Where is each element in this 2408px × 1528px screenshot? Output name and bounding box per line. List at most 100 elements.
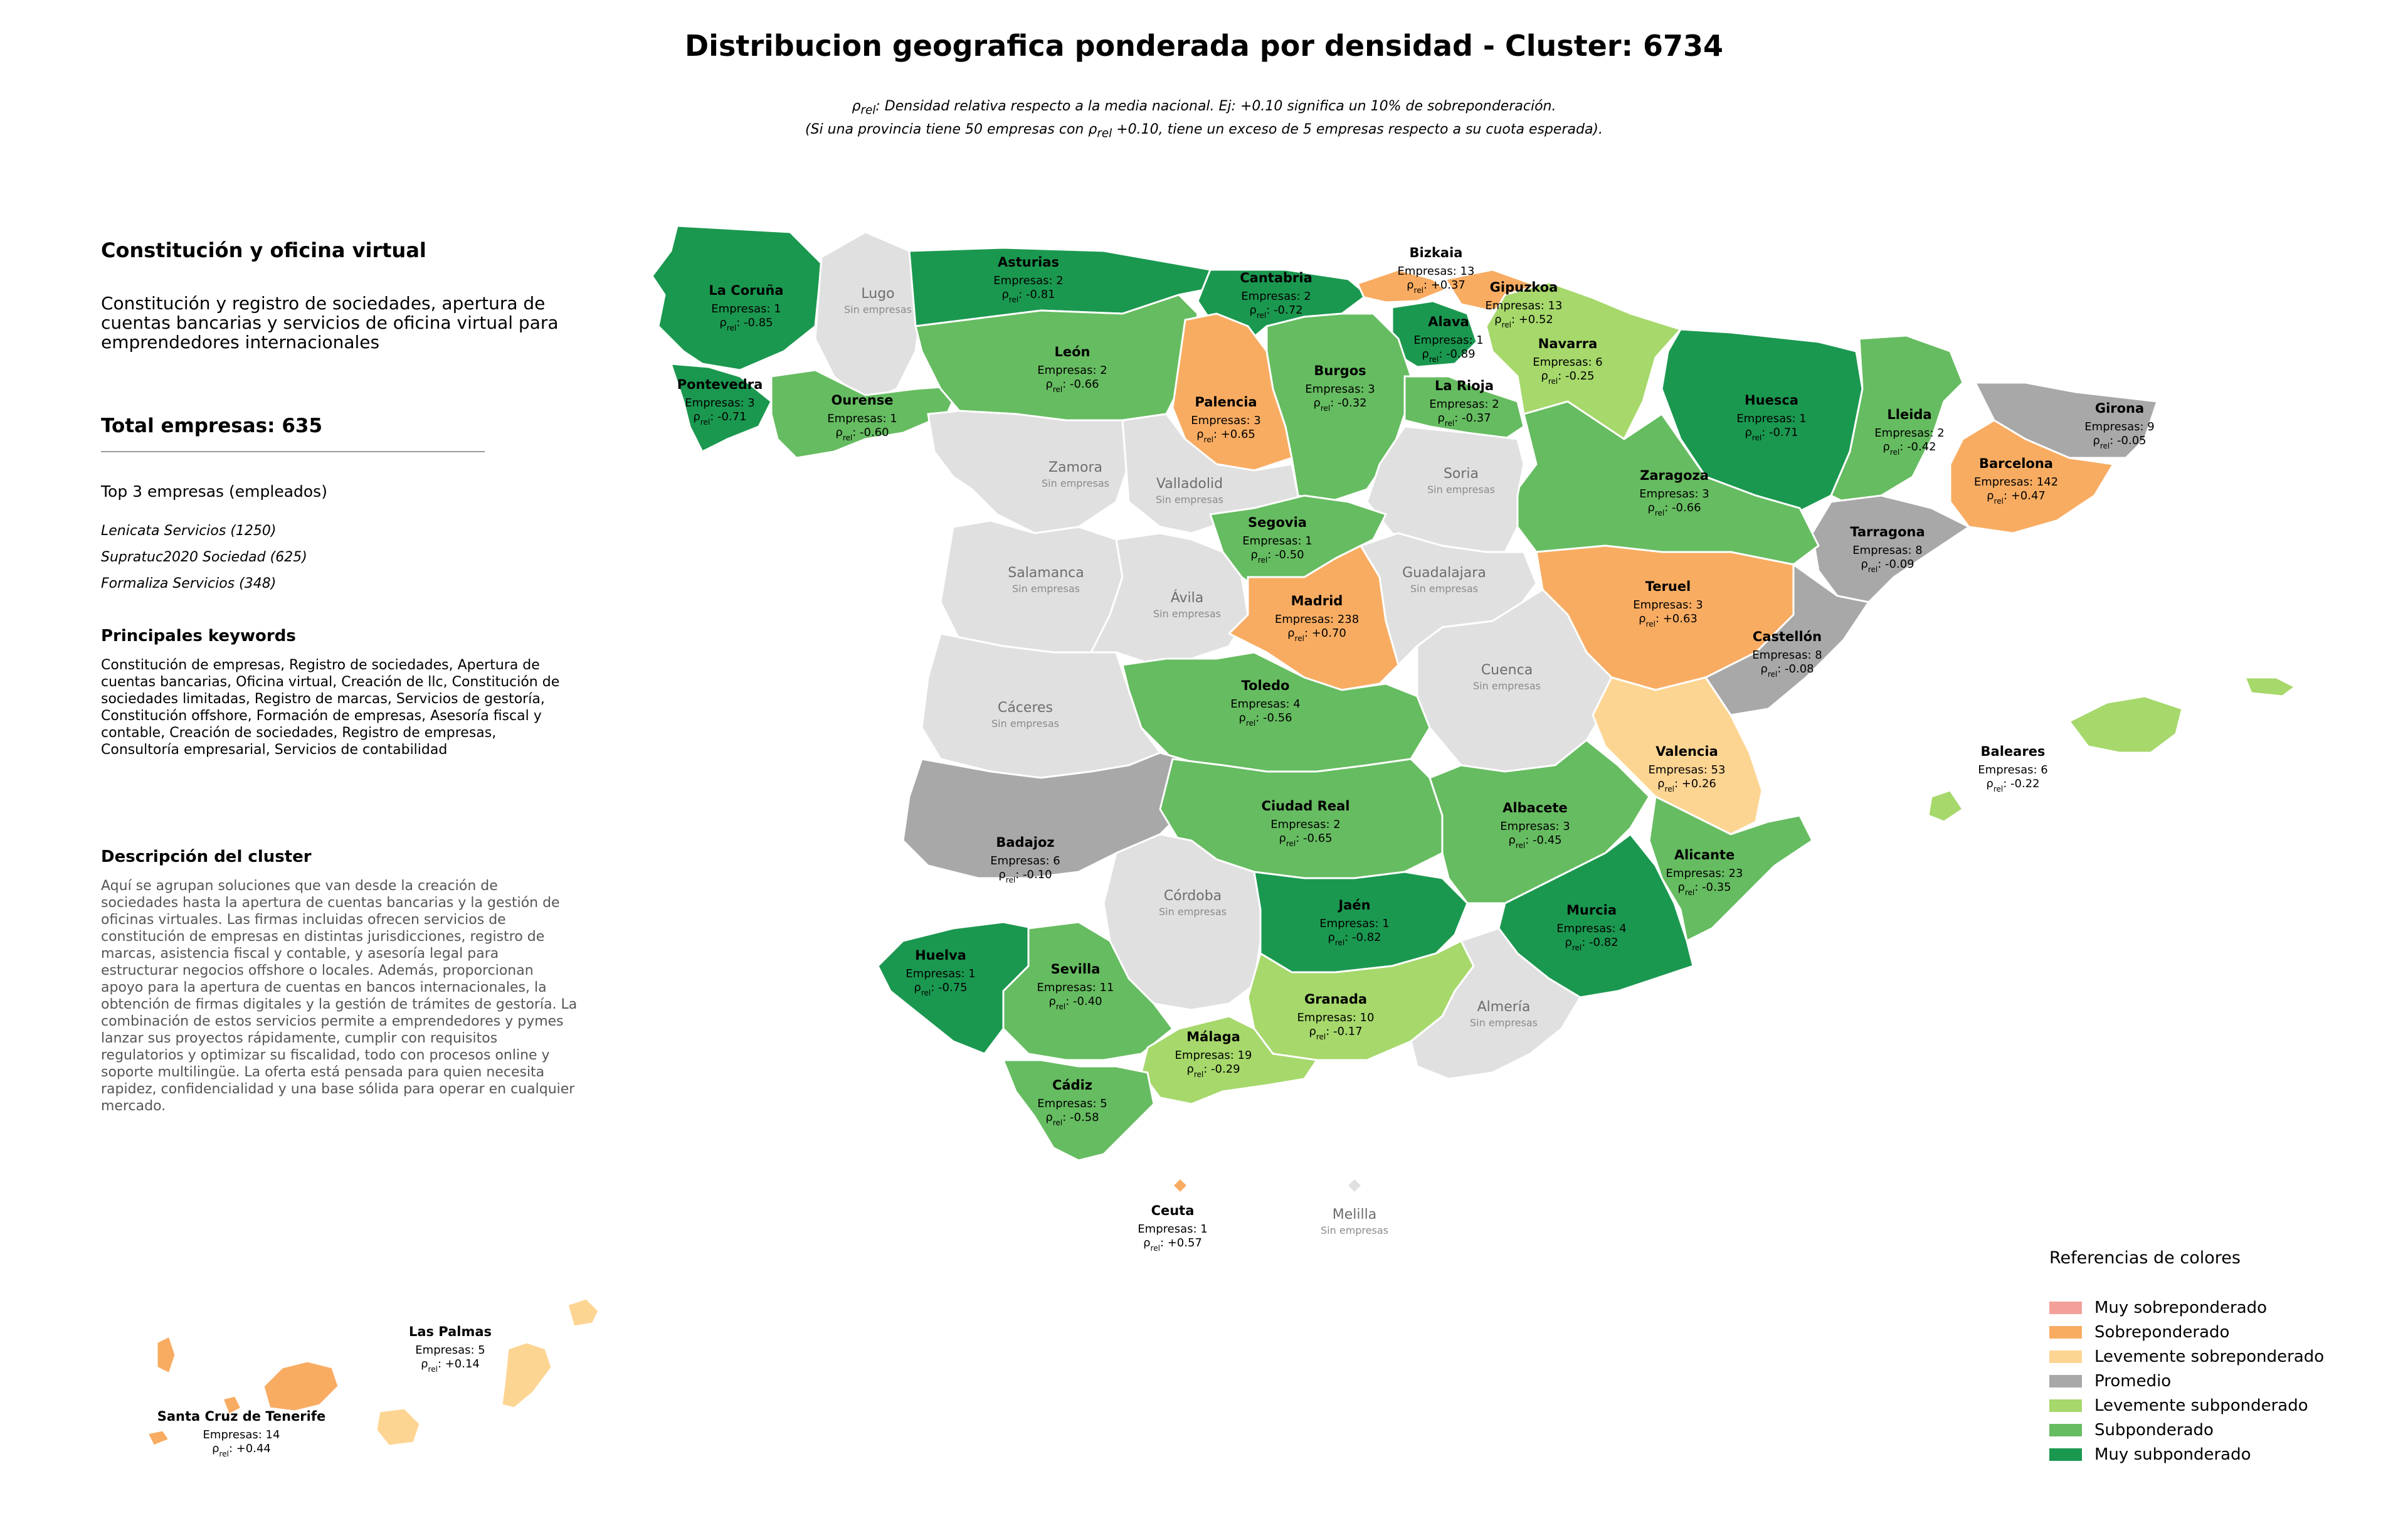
province-zamora[interactable] bbox=[927, 410, 1130, 534]
province-toledo[interactable] bbox=[1121, 651, 1431, 773]
province-albacete[interactable] bbox=[1428, 739, 1650, 905]
province-lleida[interactable] bbox=[1830, 334, 1964, 503]
province-label-cordoba: Córdoba Sin empresas bbox=[1159, 888, 1227, 918]
province-castellon[interactable] bbox=[1704, 563, 1871, 716]
province-label-caceres: Cáceres Sin empresas bbox=[991, 700, 1059, 730]
province-bizkaia[interactable] bbox=[1356, 268, 1447, 304]
legend-item: Sobreponderado bbox=[2049, 1320, 2400, 1344]
legend-item: Promedio bbox=[2049, 1369, 2400, 1393]
province-name: Almería bbox=[1477, 999, 1531, 1015]
companies-count: Empresas: 5 bbox=[1037, 1097, 1107, 1110]
companies-count: Empresas: 2 bbox=[1241, 290, 1311, 303]
top3-title: Top 3 empresas (empleados) bbox=[101, 482, 327, 501]
rel-subscript: rel bbox=[1097, 127, 1112, 141]
province-sevilla[interactable] bbox=[1002, 921, 1175, 1061]
color-legend: Referencias de colores Muy sobreponderad… bbox=[2049, 1248, 2400, 1467]
companies-count: Empresas: 3 bbox=[1305, 383, 1375, 396]
province-name: Córdoba bbox=[1164, 888, 1222, 904]
companies-count: Empresas: 6 bbox=[990, 854, 1060, 867]
province-label-santa-cruz-de-tenerife: Santa Cruz de Tenerife Empresas: 14ρrel: … bbox=[157, 1409, 326, 1458]
rho-value: ρrel: -0.66 bbox=[1647, 501, 1701, 517]
province-avila[interactable] bbox=[1089, 532, 1249, 666]
province-baleares[interactable] bbox=[1927, 676, 2297, 823]
companies-count: Empresas: 8 bbox=[1852, 544, 1922, 557]
description-title: Descripción del cluster bbox=[101, 847, 312, 866]
province-name: Castellón bbox=[1753, 629, 1822, 644]
rho-value: ρrel: -0.09 bbox=[1861, 558, 1914, 574]
legend-label: Sobreponderado bbox=[2094, 1322, 2230, 1342]
province-name: Murcia bbox=[1566, 903, 1617, 918]
province-pontevedra[interactable] bbox=[669, 363, 773, 454]
province-lugo[interactable] bbox=[814, 231, 923, 403]
province-la-coruna[interactable] bbox=[651, 225, 823, 371]
province-ceuta[interactable] bbox=[1171, 1176, 1190, 1195]
province-valladolid[interactable] bbox=[1121, 413, 1299, 534]
companies-count: Empresas: 2 bbox=[993, 274, 1063, 287]
no-companies-label: Sin empresas bbox=[991, 718, 1059, 730]
province-valencia[interactable] bbox=[1592, 676, 1763, 836]
companies-count: Empresas: 3 bbox=[1500, 820, 1570, 833]
province-name: Ourense bbox=[831, 393, 893, 408]
rho-value: ρrel: +0.63 bbox=[1639, 612, 1698, 629]
province-name: Salamanca bbox=[1008, 565, 1084, 581]
rho-value: ρrel: -0.82 bbox=[1565, 936, 1618, 952]
rho-value: ρrel: -0.08 bbox=[1760, 662, 1814, 679]
province-santa-cruz-de-tenerife[interactable] bbox=[145, 1334, 340, 1447]
province-name: Sevilla bbox=[1051, 962, 1101, 977]
companies-count: Empresas: 1 bbox=[711, 302, 781, 316]
province-barcelona[interactable] bbox=[1949, 419, 2115, 534]
province-name: La Rioja bbox=[1435, 378, 1494, 393]
province-tarragona[interactable] bbox=[1811, 494, 1971, 603]
province-malaga[interactable] bbox=[1140, 1015, 1319, 1105]
province-name: Girona bbox=[2095, 401, 2144, 416]
province-name: Melilla bbox=[1333, 1207, 1376, 1223]
province-name: Tarragona bbox=[1850, 524, 1925, 539]
description-text: Aquí se agrupan soluciones que van desde… bbox=[101, 878, 578, 1114]
density-note: ρrel: Densidad relativa respecto a la me… bbox=[0, 97, 2408, 144]
top3-item: Formaliza Servicios (348) bbox=[101, 576, 277, 592]
rho-value: ρrel: +0.37 bbox=[1407, 279, 1465, 295]
province-label-almeria: Almería Sin empresas bbox=[1470, 999, 1538, 1029]
rho-value: ρrel: -0.58 bbox=[1045, 1111, 1099, 1127]
companies-count: Empresas: 1 bbox=[906, 967, 975, 980]
province-cadiz[interactable] bbox=[1001, 1059, 1155, 1162]
province-almeria[interactable] bbox=[1410, 927, 1582, 1080]
legend-label: Promedio bbox=[2094, 1371, 2172, 1391]
province-las-palmas[interactable] bbox=[375, 1297, 600, 1447]
legend-label: Subponderado bbox=[2094, 1420, 2214, 1440]
rho-value: ρrel: +0.47 bbox=[1987, 489, 2046, 506]
province-la-rioja[interactable] bbox=[1403, 375, 1525, 440]
province-ourense[interactable] bbox=[770, 369, 961, 459]
top3-list: Lenicata Servicios (1250) Supratuc2020 S… bbox=[101, 523, 578, 592]
province-name: Alava bbox=[1428, 314, 1469, 329]
province-name: Lugo bbox=[861, 286, 894, 302]
province-huesca[interactable] bbox=[1661, 328, 1864, 516]
province-name: Málaga bbox=[1186, 1029, 1240, 1044]
legend-swatch bbox=[2049, 1301, 2082, 1314]
province-melilla[interactable] bbox=[1345, 1176, 1364, 1195]
legend-title: Referencias de colores bbox=[2049, 1248, 2241, 1268]
legend-label: Levemente sobreponderado bbox=[2094, 1347, 2325, 1366]
companies-count: Empresas: 3 bbox=[1639, 487, 1709, 501]
rho-value: ρrel: -0.72 bbox=[1249, 304, 1302, 320]
rho-value: ρrel: +0.52 bbox=[1494, 313, 1553, 329]
no-companies-label: Sin empresas bbox=[1156, 494, 1223, 506]
rho-value: ρrel: -0.66 bbox=[1045, 378, 1099, 394]
top3-item: Supratuc2020 Sociedad (625) bbox=[101, 549, 307, 565]
rel-subscript: rel bbox=[860, 103, 876, 117]
province-name: Cáceres bbox=[998, 700, 1053, 716]
